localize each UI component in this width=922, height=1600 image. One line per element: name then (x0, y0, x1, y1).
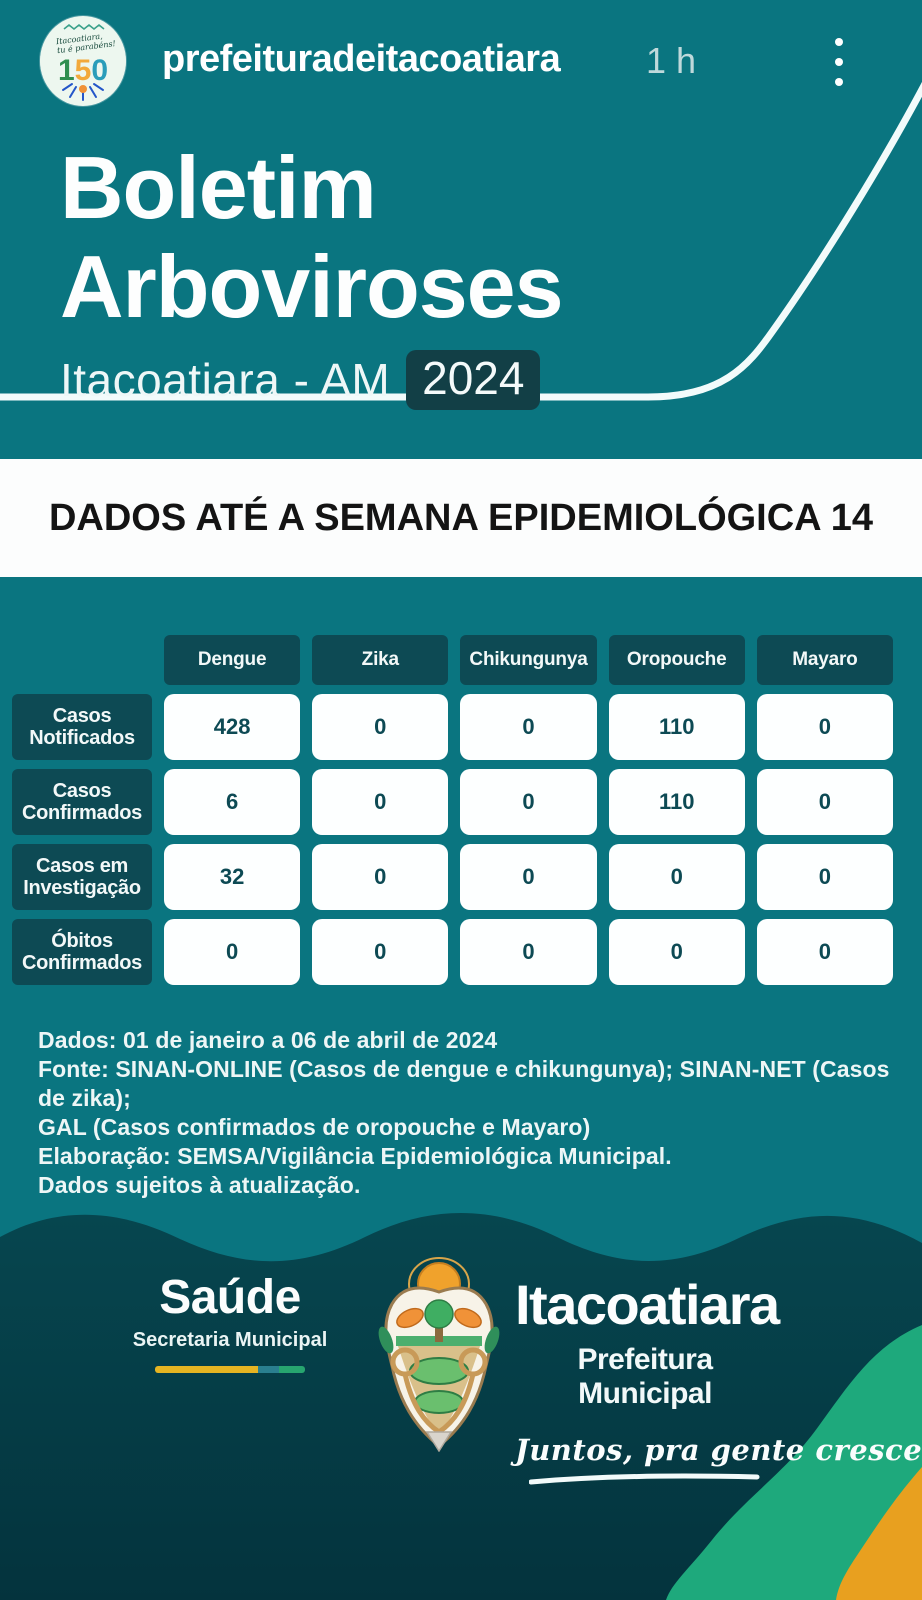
anniversary-150-logo: Itacoatiara, tu é parabéns! 150 (40, 18, 126, 104)
avatar[interactable]: Itacoatiara, tu é parabéns! 150 (40, 16, 126, 106)
data-notes: Dados: 01 de janeiro a 06 de abril de 20… (38, 1026, 898, 1200)
title-line-2: Arboviroses (60, 237, 564, 336)
bar-yellow-segment (155, 1366, 258, 1373)
row-label-casos-notificados: Casos Notificados (12, 694, 152, 760)
username[interactable]: prefeituradeitacoatiara (162, 38, 561, 80)
row-label-line: Confirmados (21, 952, 143, 974)
row-label-line: Notificados (29, 727, 135, 749)
story-header: Itacoatiara, tu é parabéns! 150 prefeitu… (0, 0, 922, 130)
row-label-casos-investigacao: Casos em Investigação (12, 844, 152, 910)
row-label-obitos-confirmados: Óbitos Confirmados (12, 919, 152, 985)
bar-blue-segment (258, 1366, 279, 1373)
row-label-line: Casos em (35, 855, 129, 877)
saude-title: Saúde (159, 1271, 301, 1324)
row-label-line: Confirmados (21, 802, 143, 824)
green-corner-blob (666, 1325, 922, 1600)
cell-confirmados-chikungunya: 0 (460, 769, 597, 835)
kebab-menu-icon[interactable] (824, 30, 854, 100)
city-subtitle: Prefeitura Municipal (577, 1343, 713, 1410)
column-header-chikungunya: Chikungunya (460, 635, 597, 685)
cell-confirmados-dengue: 6 (164, 769, 301, 835)
cell-investigacao-mayaro: 0 (756, 844, 893, 910)
row-label-line: Investigação (23, 877, 141, 899)
city-title: Itacoatiara (515, 1273, 780, 1336)
row-label-casos-confirmados: Casos Confirmados (12, 769, 152, 835)
city-slogan: Juntos, pra gente crescer! (515, 1433, 922, 1467)
title-block: Boletim Arboviroses Itacoatiara - AM 202… (60, 138, 564, 410)
column-header-oropouche: Oropouche (608, 635, 745, 685)
cell-obitos-chikungunya: 0 (460, 919, 597, 985)
note-disclaimer: Dados sujeitos à atualização. (38, 1172, 361, 1198)
epidemiological-week-banner: DADOS ATÉ A SEMANA EPIDEMIOLÓGICA 14 (0, 459, 922, 577)
note-period: Dados: 01 de janeiro a 06 de abril de 20… (38, 1027, 498, 1053)
cell-notificados-dengue: 428 (164, 694, 301, 760)
saude-subtitle: Secretaria Municipal (132, 1329, 328, 1351)
saude-logo-block: Saúde Secretaria Municipal (120, 1270, 340, 1373)
cell-notificados-mayaro: 0 (756, 694, 893, 760)
row-label-line: Óbitos (51, 930, 113, 952)
cell-investigacao-chikungunya: 0 (460, 844, 597, 910)
column-header-dengue: Dengue (164, 635, 301, 685)
title-line-1: Boletim (60, 138, 377, 237)
cell-notificados-zika: 0 (312, 694, 449, 760)
table-corner-spacer (12, 635, 152, 685)
cell-obitos-oropouche: 0 (608, 919, 745, 985)
cell-investigacao-zika: 0 (312, 844, 449, 910)
saude-color-bar (155, 1366, 305, 1373)
row-label-line: Casos (52, 705, 112, 727)
column-header-mayaro: Mayaro (756, 635, 893, 685)
cell-investigacao-dengue: 32 (164, 844, 301, 910)
cell-confirmados-oropouche: 110 (608, 769, 745, 835)
year-badge: 2024 (406, 350, 541, 410)
svg-text:150: 150 (58, 54, 108, 87)
story-timestamp: 1 h (646, 40, 697, 81)
slogan-underline-swoosh (529, 1473, 760, 1485)
cell-investigacao-oropouche: 0 (608, 844, 745, 910)
cell-confirmados-mayaro: 0 (756, 769, 893, 835)
note-elaboration: Elaboração: SEMSA/Vigilância Epidemiológ… (38, 1143, 672, 1169)
cell-obitos-dengue: 0 (164, 919, 301, 985)
cell-notificados-oropouche: 110 (608, 694, 745, 760)
orange-corner-blob (836, 1467, 922, 1600)
cell-notificados-chikungunya: 0 (460, 694, 597, 760)
arboviruses-table: Dengue Zika Chikungunya Oropouche Mayaro… (12, 635, 893, 985)
row-label-line: Casos (52, 780, 112, 802)
cell-obitos-mayaro: 0 (756, 919, 893, 985)
bar-green-segment (279, 1366, 305, 1373)
column-header-zika: Zika (312, 635, 449, 685)
banner-text: DADOS ATÉ A SEMANA EPIDEMIOLÓGICA 14 (48, 496, 874, 539)
note-source-1: Fonte: SINAN-ONLINE (Casos de dengue e c… (38, 1056, 890, 1111)
cell-confirmados-zika: 0 (312, 769, 449, 835)
cell-obitos-zika: 0 (312, 919, 449, 985)
location-subtitle: Itacoatiara - AM (60, 354, 391, 406)
note-source-2: GAL (Casos confirmados de oropouche e Ma… (38, 1114, 591, 1140)
prefeitura-logo-block: Itacoatiara Prefeitura Municipal Juntos,… (515, 1272, 922, 1485)
coat-of-arms (378, 1257, 500, 1452)
